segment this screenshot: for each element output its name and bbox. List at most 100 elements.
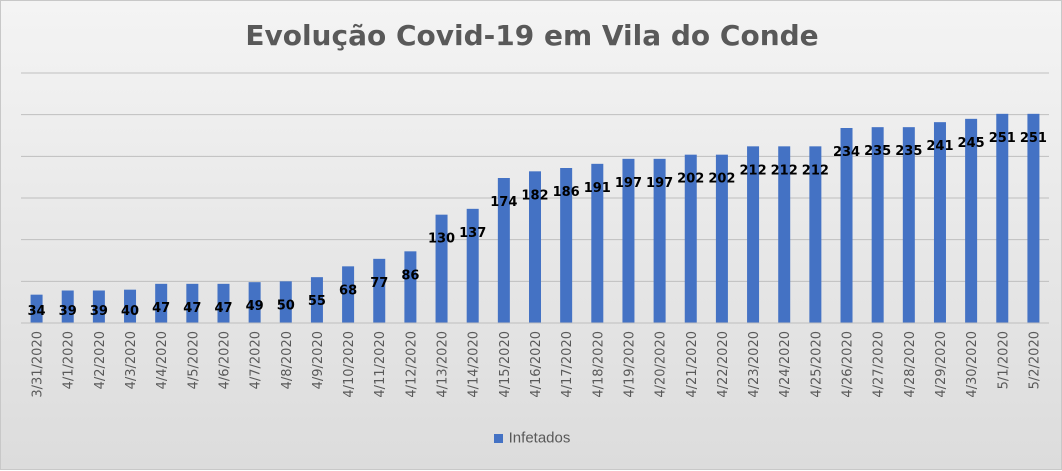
data-label: 234 [833, 145, 860, 160]
data-label: 186 [553, 185, 580, 200]
x-tick-label: 4/27/2020 [872, 331, 887, 398]
data-label: 77 [370, 276, 388, 291]
data-label: 202 [708, 172, 735, 187]
bar [747, 146, 760, 323]
x-tick-label: 4/29/2020 [934, 331, 949, 398]
x-tick-label: 4/7/2020 [249, 331, 264, 389]
data-label: 251 [989, 131, 1016, 146]
x-tick-label: 4/11/2020 [373, 331, 388, 398]
data-label: 235 [895, 144, 922, 159]
bar [497, 178, 510, 323]
data-label: 202 [677, 172, 704, 187]
data-label: 137 [459, 226, 486, 241]
data-label: 39 [90, 304, 108, 319]
legend: Infetados [1, 429, 1062, 447]
data-label: 212 [802, 163, 829, 178]
x-tick-label: 4/1/2020 [62, 331, 77, 389]
legend-swatch [493, 433, 503, 443]
bar [61, 290, 74, 323]
x-tick-label: 5/2/2020 [1027, 331, 1042, 389]
bar [529, 171, 541, 323]
bar [186, 283, 199, 323]
data-label: 68 [339, 283, 357, 298]
x-tick-label: 4/10/2020 [342, 331, 357, 398]
bar [560, 168, 573, 323]
bar [310, 277, 323, 323]
legend-label: Infetados [508, 429, 571, 447]
bar [840, 128, 853, 323]
x-tick-label: 4/30/2020 [965, 331, 980, 398]
data-label: 55 [308, 294, 326, 309]
bar [653, 158, 666, 323]
x-tick-label: 4/20/2020 [654, 331, 669, 398]
data-label: 47 [152, 301, 170, 316]
bar [778, 146, 791, 323]
bar [809, 146, 822, 323]
bar [404, 251, 417, 323]
chart-title: Evolução Covid-19 em Vila do Conde [245, 19, 819, 52]
x-tick-label: 4/14/2020 [467, 331, 482, 398]
x-tick-label: 4/28/2020 [903, 331, 918, 398]
bar [124, 289, 137, 323]
data-label: 86 [401, 268, 419, 283]
bar [996, 113, 1009, 323]
bar [92, 290, 105, 323]
x-tick-label: 4/2/2020 [93, 331, 108, 389]
x-tick-label: 4/3/2020 [124, 331, 139, 389]
data-label: 197 [646, 176, 673, 191]
bar [622, 158, 635, 323]
data-label: 241 [926, 139, 953, 154]
data-label: 50 [277, 298, 295, 313]
x-tick-label: 4/21/2020 [685, 331, 700, 398]
x-tick-label: 4/16/2020 [529, 331, 544, 398]
x-tick-label: 5/1/2020 [996, 331, 1011, 389]
data-label: 182 [521, 188, 548, 203]
bar [466, 208, 479, 323]
x-tick-label: 4/12/2020 [404, 331, 419, 398]
x-tick-label: 4/24/2020 [778, 331, 793, 398]
data-label: 251 [1020, 131, 1047, 146]
bar [248, 282, 261, 323]
bar [902, 127, 915, 324]
data-label: 47 [183, 301, 201, 316]
data-label: 47 [214, 301, 232, 316]
bar [591, 163, 604, 323]
data-label: 197 [615, 176, 642, 191]
data-label: 235 [864, 144, 891, 159]
x-tick-label: 4/13/2020 [436, 331, 451, 398]
x-tick-label: 4/19/2020 [622, 331, 637, 398]
x-tick-label: 4/9/2020 [311, 331, 326, 389]
x-tick-label: 4/26/2020 [841, 331, 856, 398]
data-label: 191 [584, 181, 611, 196]
x-tick-label: 4/4/2020 [155, 331, 170, 389]
bar [30, 294, 43, 323]
data-label: 40 [121, 304, 139, 319]
bar [684, 154, 697, 323]
x-tick-label: 4/6/2020 [217, 331, 232, 389]
data-label: 245 [958, 136, 985, 151]
x-tick-label: 4/22/2020 [716, 331, 731, 398]
bar [871, 127, 884, 324]
bar [155, 283, 168, 323]
data-label: 130 [428, 232, 455, 247]
bar [1027, 113, 1040, 323]
bar [435, 214, 448, 323]
x-tick-label: 4/5/2020 [186, 331, 201, 389]
x-tick-label: 4/8/2020 [280, 331, 295, 389]
bar [965, 118, 978, 323]
data-label: 212 [771, 163, 798, 178]
bar [217, 283, 230, 323]
x-tick-label: 4/17/2020 [560, 331, 575, 398]
bar [342, 266, 355, 323]
data-label: 39 [59, 304, 77, 319]
bar [279, 281, 292, 323]
x-tick-label: 4/15/2020 [498, 331, 513, 398]
x-tick-label: 4/23/2020 [747, 331, 762, 398]
bar [715, 154, 728, 323]
x-tick-label: 4/18/2020 [591, 331, 606, 398]
x-tick-label: 3/31/2020 [31, 331, 46, 398]
data-label: 49 [246, 299, 264, 314]
bar [933, 122, 946, 324]
